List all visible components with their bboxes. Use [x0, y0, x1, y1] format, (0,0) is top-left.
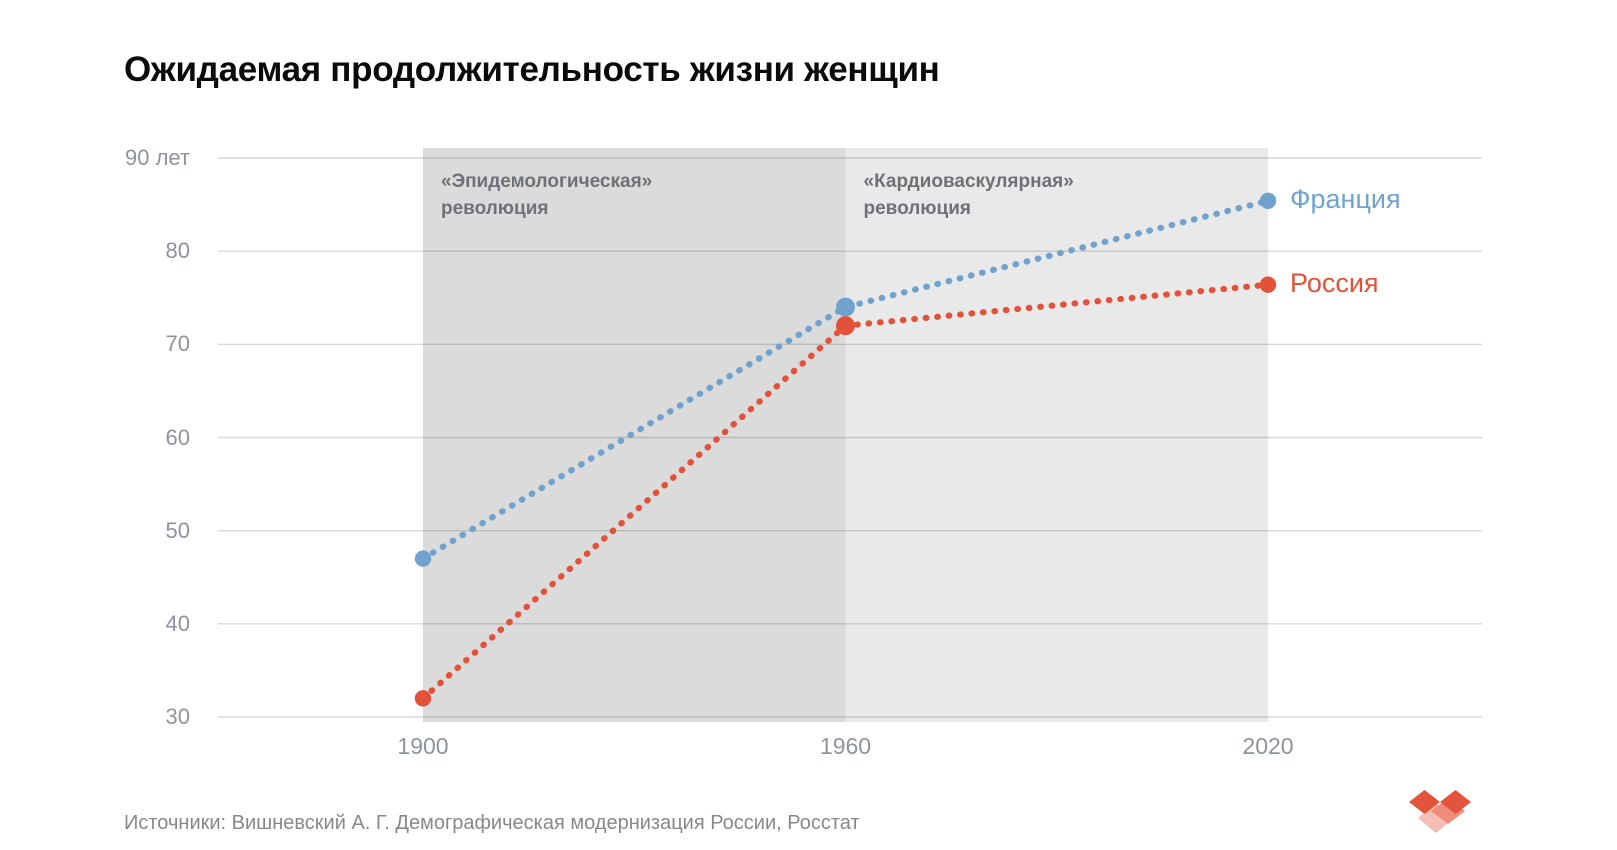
data-point — [1259, 192, 1277, 210]
y-tick-label: 80 — [165, 238, 190, 264]
data-point — [836, 297, 855, 317]
y-tick-label: 50 — [165, 517, 190, 543]
revolution-band — [423, 148, 846, 722]
y-tick-label: 40 — [165, 610, 190, 636]
heart-diamond-red-right — [1440, 790, 1471, 814]
series-label: Франция — [1290, 183, 1401, 214]
data-point — [1259, 276, 1277, 293]
x-tick-label: 1960 — [819, 733, 872, 759]
band-annotation: «Кардиоваскулярная» революция — [863, 171, 1074, 219]
series-label: Россия — [1290, 267, 1379, 298]
x-tick-label: 1900 — [397, 733, 449, 759]
revolution-band — [845, 148, 1268, 722]
y-tick-label: 30 — [165, 704, 190, 729]
heart-diamond-red-left — [1409, 790, 1440, 814]
x-tick-label: 2020 — [1242, 733, 1294, 759]
y-tick-label: 60 — [165, 424, 190, 450]
data-point — [414, 550, 432, 567]
y-tick-label: 90 лет — [124, 145, 190, 170]
y-tick-label: 70 — [165, 331, 190, 357]
band-annotation: «Эпидемологическая» революция — [441, 171, 653, 219]
chart-title: Ожидаемая продолжительность жизни женщин — [124, 50, 940, 89]
data-point — [836, 316, 855, 336]
pixel-heart-logo — [1409, 790, 1471, 833]
data-point — [414, 690, 432, 707]
source-note: Источники: Вишневский А. Г. Демографичес… — [124, 812, 860, 834]
